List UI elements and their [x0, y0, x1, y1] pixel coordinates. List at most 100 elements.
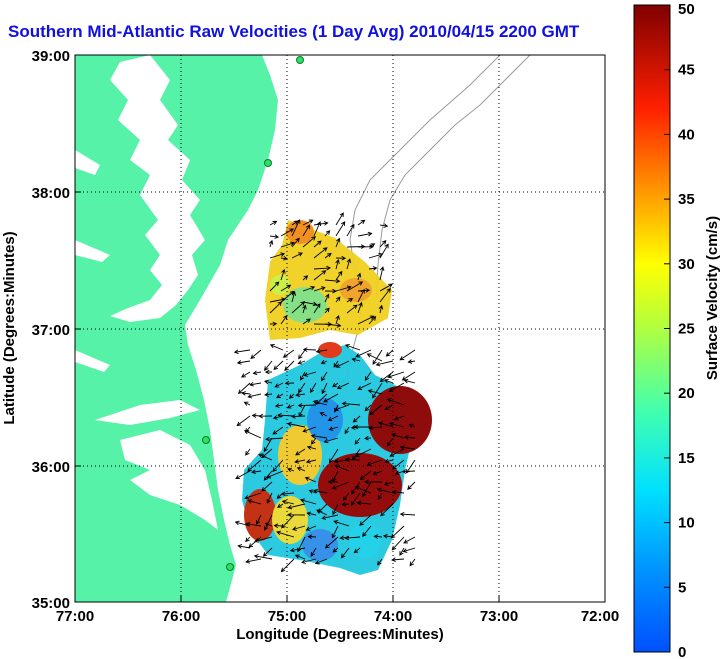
velocity-arrow [249, 381, 262, 387]
velocity-arrow [362, 525, 372, 538]
albemarle-sound [95, 400, 200, 425]
velocity-arrow [324, 278, 341, 284]
y-axis-label: Latitude (Degrees:Minutes) [1, 231, 18, 424]
velocity-arrow [368, 243, 376, 248]
velocity-arrow [313, 221, 329, 226]
velocity-arrow [359, 514, 372, 526]
velocity-arrow [264, 360, 273, 371]
velocity-arrow [258, 413, 273, 419]
velocity-arrow [375, 360, 394, 367]
velocity-arrow [313, 303, 321, 314]
velocity-arrow [302, 219, 314, 226]
velocity-arrow [367, 389, 383, 395]
velocity-arrow [287, 467, 295, 473]
velocity-arrow [324, 536, 339, 549]
velocity-arrow [383, 378, 394, 384]
velocity-arrow [333, 360, 339, 368]
velocity-cell [307, 398, 343, 442]
velocity-arrow [342, 492, 350, 501]
radar-stations [202, 56, 304, 571]
velocity-arrow [304, 476, 317, 483]
velocity-arrow [384, 404, 394, 410]
velocity-arrow [243, 429, 262, 439]
velocity-arrow [313, 247, 328, 259]
velocity-arrow [302, 301, 318, 307]
velocity-arrow [314, 558, 328, 565]
velocity-arrow [241, 391, 251, 396]
velocity-arrow [408, 423, 416, 428]
velocity-arrow [306, 511, 317, 517]
velocity-arrow [403, 536, 416, 544]
velocity-arrow [384, 458, 394, 464]
x-tick-label: 73:00 [480, 608, 518, 625]
velocity-arrow [272, 426, 284, 435]
velocity-arrow [291, 290, 297, 303]
velocity-arrow [407, 481, 416, 490]
grid-lines [75, 55, 605, 602]
velocity-arrow [324, 323, 342, 328]
velocity-arrow [280, 241, 295, 248]
velocity-arrow [324, 307, 330, 314]
y-tick-label: 37:00 [32, 322, 70, 339]
velocity-arrow [324, 252, 332, 259]
velocity-arrow [237, 544, 251, 549]
velocity-arrow [323, 437, 339, 444]
velocity-arrow [277, 503, 284, 508]
velocity-arrow [379, 243, 389, 259]
radar-station-marker [296, 56, 304, 64]
velocity-arrow [302, 285, 316, 292]
velocity-arrow [379, 287, 391, 303]
velocity-arrow [379, 223, 389, 228]
y-tick-label: 38:00 [32, 185, 70, 202]
velocity-arrow [368, 266, 378, 271]
velocity-arrow [272, 415, 284, 420]
velocity-arrow [313, 270, 327, 281]
velocity-arrow [288, 393, 295, 399]
velocity-arrow [251, 469, 262, 475]
velocity-arrow [378, 304, 384, 314]
velocity-arrow [372, 470, 383, 476]
velocity-arrow [378, 421, 394, 428]
velocity-arrow [264, 522, 273, 527]
velocity-arrow [276, 393, 284, 399]
velocity-arrow [269, 343, 284, 351]
velocity-arrow [302, 224, 310, 237]
velocity-arrow [335, 360, 350, 368]
velocity-arrow [313, 240, 322, 248]
velocity-arrow [245, 521, 262, 527]
velocity-arrow [380, 503, 394, 517]
river-inlet [75, 150, 100, 175]
velocity-arrow [386, 398, 405, 406]
velocity-arrow [273, 523, 284, 529]
velocity-arrow [313, 286, 326, 292]
velocity-arrow [354, 485, 372, 494]
x-tick-label: 77:00 [56, 608, 94, 625]
velocity-arrow [252, 370, 262, 376]
velocity-arrow [364, 479, 383, 485]
velocity-arrow [263, 437, 273, 453]
velocity-arrow [235, 470, 251, 480]
velocity-arrow [296, 466, 306, 472]
velocity-arrow [310, 437, 317, 445]
velocity-arrow [359, 470, 372, 480]
velocity-arrow [313, 488, 328, 494]
velocity-arrow [373, 534, 383, 539]
velocity-arrow [344, 535, 361, 541]
velocity-arrow [393, 415, 405, 421]
velocity-arrow [333, 404, 350, 412]
velocity-arrow [376, 487, 394, 494]
velocity-cell [318, 453, 402, 517]
velocity-arrow [277, 412, 295, 418]
velocity-arrow [362, 481, 372, 498]
x-tick-label: 72:00 [581, 608, 619, 625]
pamlico-sound [120, 430, 218, 530]
velocity-arrow [387, 371, 405, 379]
velocity-arrow [310, 433, 328, 439]
velocity-arrow [403, 378, 416, 384]
x-tick-label: 74:00 [374, 608, 412, 625]
velocity-arrow [321, 382, 328, 395]
velocity-arrow [247, 459, 262, 472]
velocity-arrow [245, 448, 251, 456]
velocity-arrow [386, 437, 394, 447]
